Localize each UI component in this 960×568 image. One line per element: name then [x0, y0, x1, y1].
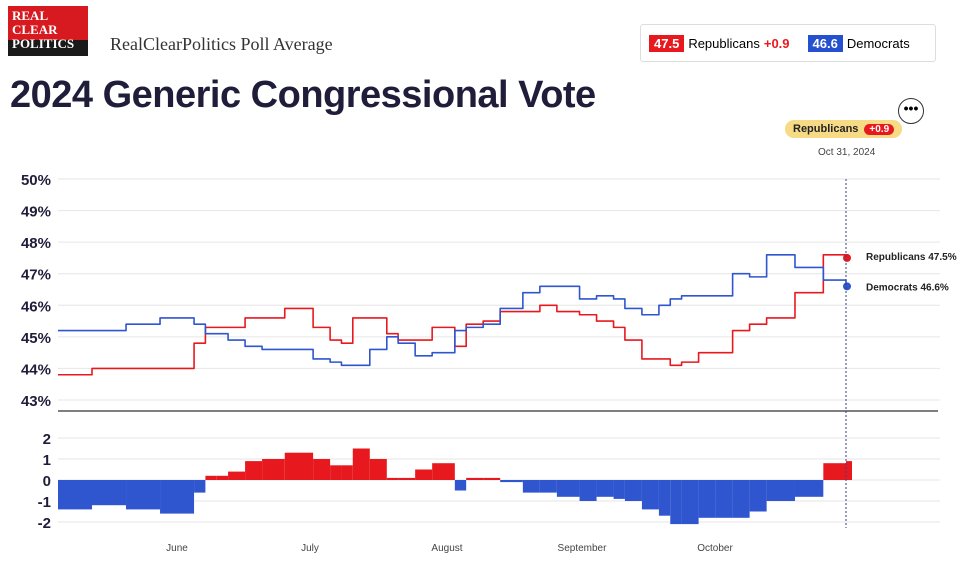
spread-bar	[386, 477, 399, 480]
x-tick-label: September	[558, 543, 608, 554]
spread-bar	[160, 480, 195, 514]
y-tick-label: 44%	[21, 361, 51, 378]
spread-bar	[624, 480, 642, 501]
x-tick-label: August	[431, 543, 462, 554]
spread-bar	[194, 480, 206, 493]
spread-bar	[715, 480, 733, 518]
end-label: Democrats 46.6%	[866, 282, 949, 293]
logo-line-3: POLITICS	[12, 36, 75, 51]
y-tick-label: 43%	[21, 393, 51, 410]
x-tick-label: June	[166, 543, 188, 554]
y-tick-label: 49%	[21, 204, 51, 221]
spread-bar	[262, 459, 285, 480]
logo-line-2: CLEAR	[12, 22, 58, 37]
page-title: 2024 Generic Congressional Vote	[10, 74, 596, 116]
spread-bar	[228, 471, 246, 480]
spread-bar	[245, 461, 263, 480]
dem-value-badge: 46.6	[807, 34, 843, 52]
spread-bar	[398, 477, 416, 480]
spread-bar	[284, 452, 314, 480]
y-tick-label: 0	[43, 473, 51, 490]
y-tick-label: 47%	[21, 267, 51, 284]
y-tick-label: 45%	[21, 330, 51, 347]
y-tick-label: 2	[43, 431, 51, 448]
leader-badge: Republicans +0.9	[785, 120, 903, 138]
spread-bar	[330, 465, 342, 480]
spread-bar	[732, 480, 750, 518]
y-tick-label: 1	[43, 452, 51, 469]
brand-name: RealClearPolitics Poll Average	[110, 34, 333, 54]
spread-bar	[466, 477, 484, 480]
spread-bar	[500, 480, 523, 483]
rep-value-badge: 47.5	[649, 34, 685, 52]
spread-bar	[483, 477, 501, 480]
spread-bar	[596, 480, 614, 497]
spread-bar	[794, 480, 824, 497]
rep-change: +0.9	[763, 35, 790, 51]
spread-bar	[58, 480, 93, 510]
y-tick-label: 48%	[21, 235, 51, 252]
series-line-republicans	[58, 253, 847, 376]
spread-bar	[369, 459, 387, 480]
end-dot	[843, 282, 851, 291]
x-tick-label: October	[697, 543, 733, 554]
leader-label: Republicans	[793, 123, 859, 135]
logo-line-1: REAL	[12, 8, 49, 23]
rep-label: Republicans	[688, 35, 760, 51]
spread-bar	[415, 469, 433, 480]
spread-bar	[539, 480, 557, 493]
legend-box: 47.5 Republicans +0.9 46.6 Democrats	[640, 24, 936, 62]
spread-bar	[205, 475, 217, 480]
spread-bar	[313, 459, 331, 480]
spread-bar	[579, 480, 597, 501]
y-tick-label: 50%	[21, 172, 51, 189]
spread-bar	[352, 448, 370, 480]
current-date: Oct 31, 2024	[818, 147, 876, 158]
spread-bar	[681, 480, 699, 525]
leader-margin: +0.9	[864, 123, 895, 135]
spread-bar	[846, 461, 852, 480]
spread-bar	[749, 480, 767, 512]
spread-bar	[522, 480, 540, 493]
spread-bar	[670, 480, 682, 525]
spread-bar	[92, 480, 127, 506]
spread-bar	[766, 480, 795, 501]
spread-bar	[126, 480, 161, 510]
end-dot	[843, 253, 851, 262]
spread-bar	[641, 480, 659, 510]
spread-bar	[823, 463, 846, 480]
spread-bar	[432, 463, 455, 480]
spread-bar	[556, 480, 580, 497]
rcp-logo: REAL CLEAR POLITICS	[8, 6, 88, 56]
spread-bar	[613, 480, 625, 499]
spread-bar	[454, 480, 467, 491]
dem-label: Democrats	[846, 35, 910, 51]
spread-bar	[216, 475, 229, 480]
spread-bar	[658, 480, 671, 516]
spread-bar	[698, 480, 716, 518]
y-tick-label: -2	[38, 515, 51, 532]
y-tick-label: 46%	[21, 298, 51, 315]
y-tick-label: -1	[38, 494, 51, 511]
more-options-button[interactable]: •••	[898, 98, 924, 124]
end-label: Republicans 47.5%	[866, 252, 957, 263]
spread-bar	[341, 465, 353, 480]
x-tick-label: July	[301, 543, 319, 554]
series-line-democrats	[58, 253, 847, 367]
